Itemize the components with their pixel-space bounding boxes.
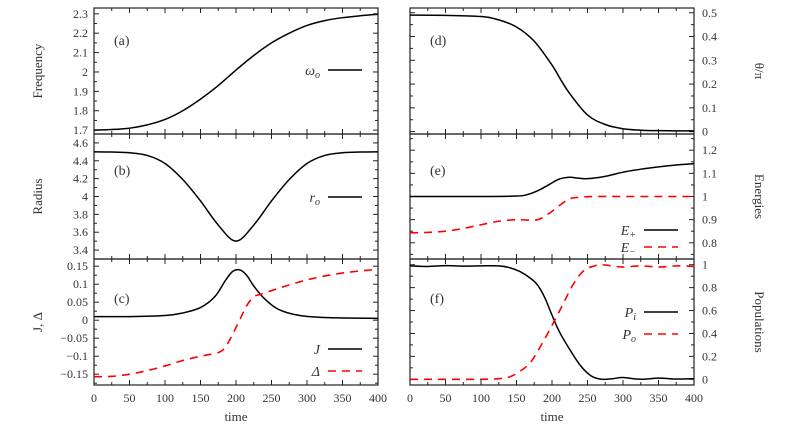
y-tick-label: 3.4 [73,243,88,257]
panel-c: 0 50 100 150 200 250 300 350 400 time −0.15 −0.1 −0.… [30,258,387,424]
legend-label: J [314,343,321,358]
legend-label: E+ [620,224,636,241]
y-tick-label: 0.05 [67,295,88,309]
y-tick-label: 1 [702,258,708,272]
y-axis-title: Energies [752,174,767,219]
series-line-E [410,162,694,198]
series-line- [94,268,378,378]
x-tick-label: 350 [334,391,352,405]
panel-d: 0 0.1 0.2 0.3 0.4 0.5 θ/π (d) [409,6,767,139]
panel-tag: (d) [430,34,447,49]
y-tick-label: −0.1 [66,349,88,363]
legend-label: ωo [305,64,320,81]
x-tick-label: 400 [369,391,387,405]
y-tick-label: 0.2 [702,349,717,363]
y-tick-label: 2 [82,65,88,79]
y-axis-title: Frequency [30,43,45,98]
panel-tag: (f) [430,292,444,307]
y-tick-label: 2.2 [73,26,88,40]
panel-tag: (e) [430,164,446,179]
y-tick-label: 0.1 [73,277,88,291]
y-tick-label: 4.6 [73,136,88,150]
series-line-Po [410,263,694,381]
legend-label: ro [310,191,320,208]
x-tick-label: 350 [650,391,668,405]
y-axis-title: θ/π [752,63,767,80]
y-tick-label: 0.5 [702,6,717,20]
y-tick-label: 0.8 [702,281,717,295]
x-tick-label: 150 [508,391,526,405]
y-tick-label: 1.7 [73,123,88,137]
panels: 1.71.81.922.12.22.3Frequency(a)ωo3.43.63… [30,6,767,424]
plot-frame [409,258,695,386]
y-tick-label: 0.4 [702,326,717,340]
y-axis-title: Populations [752,291,767,352]
plot-frame [93,258,379,386]
y-tick-label: −0.05 [60,331,88,345]
panel-tag: (a) [114,34,130,49]
legend-label: Δ [311,365,320,380]
y-axis-title: J, Δ [30,312,45,332]
series-line-E [410,195,694,234]
x-tick-label: 100 [472,391,490,405]
panel-f: 0 50 100 150 200 250 300 350 400 time 0 0.2 0.4 0.6 0.… [407,258,767,424]
x-tick-label: 200 [227,391,245,405]
y-tick-label: 4.4 [73,154,88,168]
x-tick-label: 250 [579,391,597,405]
y-tick-label: 0.8 [702,236,717,250]
legend-label: E− [620,241,636,258]
y-tick-label: 0.6 [702,304,717,318]
panel-a: 1.7 1.8 1.9 2 2.1 2.2 2.3 Frequency (a) ωo [30,7,379,137]
y-tick-label: 2.1 [73,46,88,60]
x-tick-label: 300 [298,391,316,405]
plot-frame [409,7,695,135]
y-tick-label: 0 [702,125,708,139]
x-tick-label: 250 [263,391,281,405]
x-tick-label: 100 [156,391,174,405]
x-axis-title: time [540,409,563,424]
x-tick-label: 50 [124,391,136,405]
y-tick-label: 1 [702,190,708,204]
panel-e: 0.8 0.9 1 1.1 1.2 Energies (e) E+E− [409,133,767,260]
y-tick-label: 1.8 [73,104,88,118]
y-tick-label: 3.6 [73,225,88,239]
series-line-ro [94,151,378,242]
y-tick-label: 2.3 [73,7,88,21]
y-tick-label: 0.15 [67,259,88,273]
y-tick-label: 0 [702,372,708,386]
y-tick-label: 0.4 [702,30,717,44]
y-tick-label: 0.9 [702,213,717,227]
y-tick-label: 0 [82,313,88,327]
x-tick-label: 150 [192,391,210,405]
legend-label: Po [621,328,636,345]
y-tick-label: 3.8 [73,207,88,221]
y-tick-label: 4 [82,190,88,204]
y-axis-title: Radius [30,178,45,214]
x-tick-label: 300 [614,391,632,405]
y-tick-label: 1.2 [702,143,717,157]
y-tick-label: 1.1 [702,166,717,180]
x-tick-label: 200 [543,391,561,405]
x-tick-label: 0 [407,391,413,405]
series-line-J [94,268,378,320]
x-axis-title: time [224,409,247,424]
x-tick-label: 50 [440,391,452,405]
x-tick-label: 400 [685,391,703,405]
y-tick-label: 4.2 [73,172,88,186]
y-tick-label: −0.15 [60,367,88,381]
y-tick-label: 0.2 [702,77,717,91]
y-tick-label: 1.9 [73,84,88,98]
x-tick-label: 0 [91,391,97,405]
series-line-Pi [410,264,694,381]
panel-tag: (c) [114,292,130,307]
y-tick-label: 0.3 [702,53,717,67]
series-line-o [94,13,378,131]
panel-b: 3.4 3.6 3.8 4 4.2 4.4 4.6 Radius (b) ro [30,133,379,260]
panel-tag: (b) [114,164,131,179]
legend-label: Pi [624,306,637,323]
y-tick-label: 0.1 [702,101,717,115]
series-line- [410,14,694,132]
